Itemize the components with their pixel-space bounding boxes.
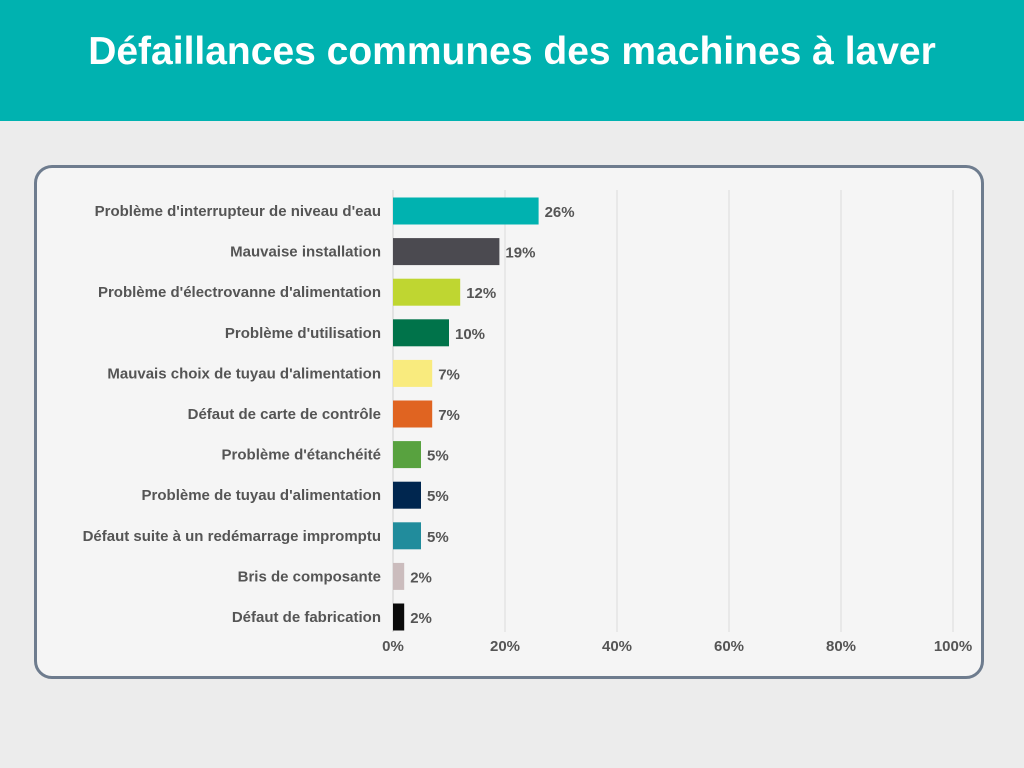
bar bbox=[393, 481, 421, 509]
data-label: 5% bbox=[427, 448, 449, 465]
category-label: Mauvaise installation bbox=[230, 244, 381, 261]
data-label: 19% bbox=[505, 245, 535, 262]
x-tick-label: 100% bbox=[934, 638, 972, 655]
bar bbox=[393, 359, 433, 387]
category-label: Problème d'interrupteur de niveau d'eau bbox=[95, 203, 381, 220]
bar bbox=[393, 278, 461, 306]
category-label: Problème d'étanchéité bbox=[222, 447, 381, 464]
chart-card bbox=[34, 165, 984, 679]
category-label: Problème de tuyau d'alimentation bbox=[142, 487, 381, 504]
bar bbox=[393, 400, 433, 428]
data-label: 7% bbox=[438, 407, 460, 424]
page-title: Défaillances communes des machines à lav… bbox=[88, 30, 936, 73]
data-label: 2% bbox=[410, 610, 432, 627]
category-label: Problème d'utilisation bbox=[225, 325, 381, 342]
category-label: Défaut de carte de contrôle bbox=[188, 406, 381, 423]
bar bbox=[393, 522, 421, 550]
data-label: 12% bbox=[466, 285, 496, 302]
category-label: Mauvais choix de tuyau d'alimentation bbox=[107, 365, 381, 382]
x-tick-label: 40% bbox=[602, 638, 632, 655]
header-banner: Défaillances communes des machines à lav… bbox=[0, 0, 1024, 121]
category-label: Défaut suite à un redémarrage impromptu bbox=[83, 528, 381, 545]
data-label: 5% bbox=[427, 529, 449, 546]
x-tick-label: 60% bbox=[714, 638, 744, 655]
bar bbox=[393, 441, 421, 469]
bar bbox=[393, 603, 405, 631]
x-tick-label: 20% bbox=[490, 638, 520, 655]
x-tick-label: 80% bbox=[826, 638, 856, 655]
category-label: Défaut de fabrication bbox=[232, 609, 381, 626]
category-label: Problème d'électrovanne d'alimentation bbox=[98, 284, 381, 301]
category-label: Bris de composante bbox=[238, 568, 381, 585]
data-label: 2% bbox=[410, 569, 432, 586]
bar bbox=[393, 197, 539, 225]
bar bbox=[393, 238, 500, 266]
data-label: 10% bbox=[455, 326, 485, 343]
data-label: 7% bbox=[438, 366, 460, 383]
bar bbox=[393, 319, 449, 347]
x-tick-label: 0% bbox=[382, 638, 404, 655]
data-label: 26% bbox=[545, 204, 575, 221]
data-label: 5% bbox=[427, 488, 449, 505]
bar bbox=[393, 562, 405, 590]
